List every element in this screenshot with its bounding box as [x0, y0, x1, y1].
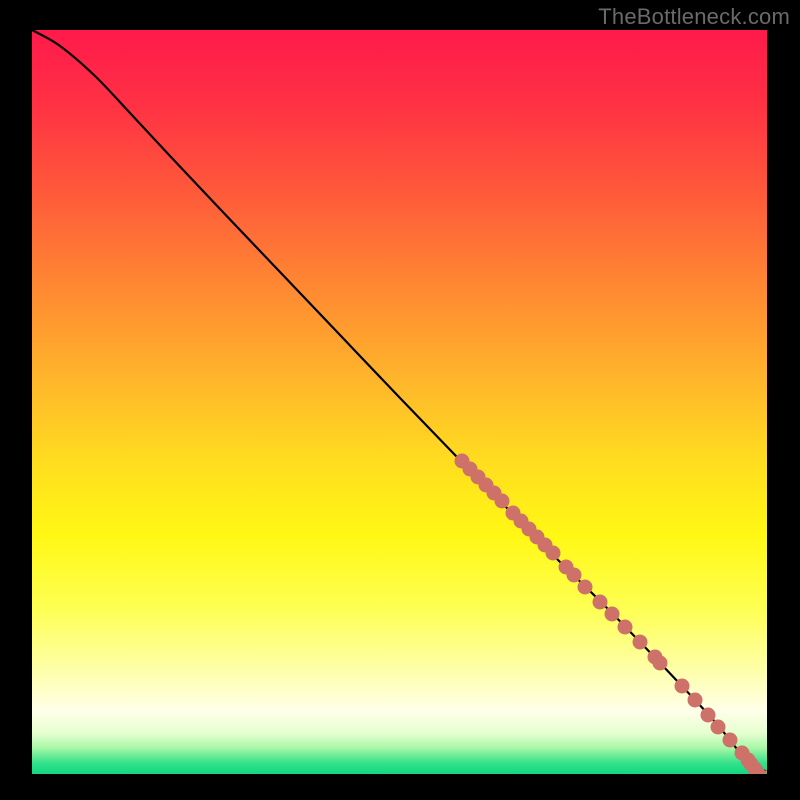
curve-marker	[618, 620, 633, 635]
tail-markers	[770, 766, 789, 779]
chart-stage: TheBottleneck.com	[0, 0, 800, 800]
curve-marker	[605, 607, 620, 622]
curve-marker	[546, 546, 561, 561]
tail-marker	[776, 766, 789, 779]
curve-marker	[567, 568, 582, 583]
tail-marker	[770, 766, 783, 779]
curve-marker	[688, 693, 703, 708]
curve-marker	[723, 733, 738, 748]
curve-marker	[578, 580, 593, 595]
curve-marker	[711, 720, 726, 735]
curve-marker	[495, 494, 510, 509]
bottleneck-chart	[0, 0, 800, 800]
curve-marker	[653, 656, 668, 671]
curve-marker	[633, 635, 648, 650]
curve-marker	[675, 679, 690, 694]
curve-marker	[701, 708, 716, 723]
curve-marker	[593, 595, 608, 610]
